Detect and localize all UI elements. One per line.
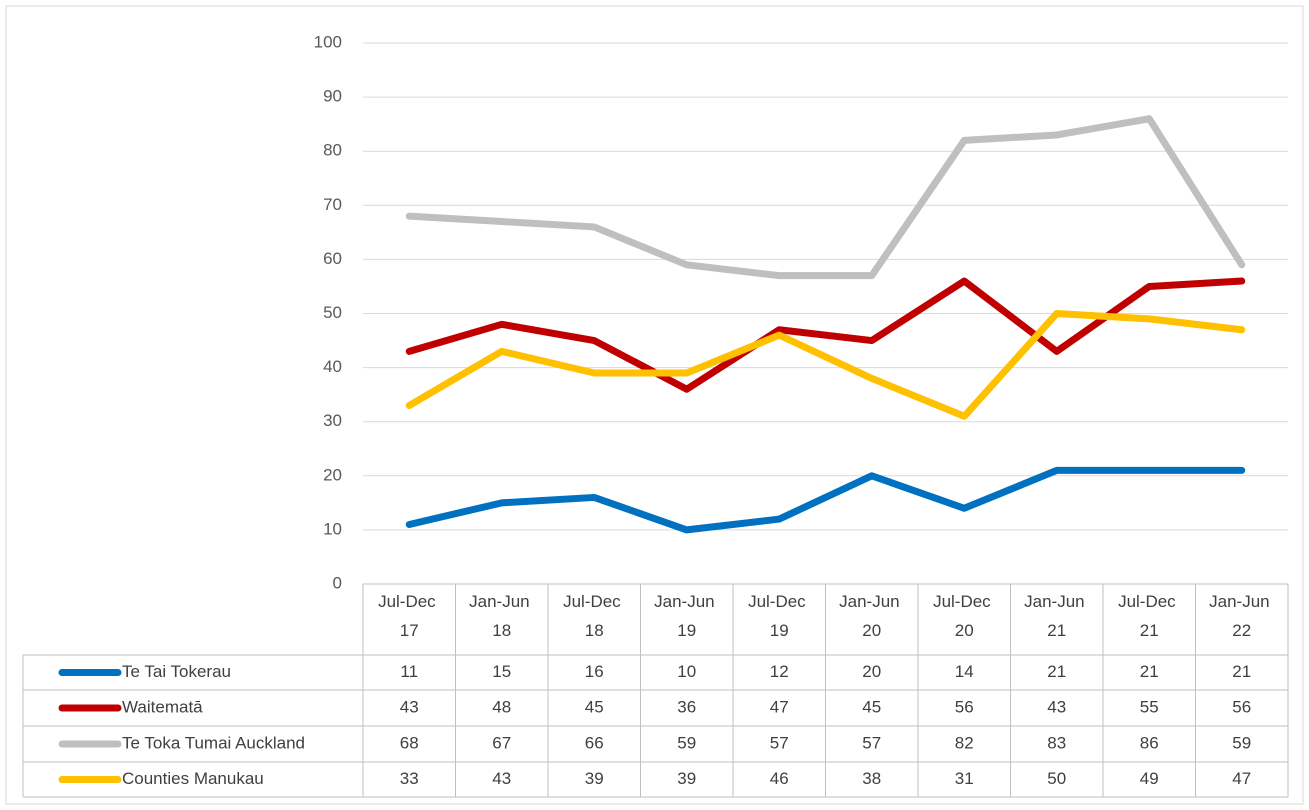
y-tick-label: 100 (314, 32, 342, 51)
table-value: 86 (1140, 733, 1159, 752)
table-value: 47 (1232, 769, 1251, 788)
y-tick-label: 20 (323, 465, 342, 484)
legend-label: Te Tai Tokerau (122, 662, 231, 681)
table-value: 31 (955, 769, 974, 788)
series-line (405, 310, 1246, 420)
table-value: 39 (585, 769, 604, 788)
table-value: 43 (400, 697, 419, 716)
table-value: 49 (1140, 769, 1159, 788)
table-value: 57 (770, 733, 789, 752)
x-tick-label: Jul-Dec 19 (748, 592, 810, 640)
y-tick-label: 90 (323, 87, 342, 106)
table-value: 16 (585, 662, 604, 681)
x-tick-label: Jan-Jun 18 (469, 592, 534, 640)
table-value: 68 (400, 733, 419, 752)
series-line (405, 115, 1246, 280)
table-value: 33 (400, 769, 419, 788)
table-value: 21 (1140, 662, 1159, 681)
x-tick-label: Jul-Dec 21 (1118, 592, 1180, 640)
table-value: 20 (862, 662, 881, 681)
table-value: 38 (862, 769, 881, 788)
x-tick-label: Jan-Jun 19 (654, 592, 719, 640)
table-value: 57 (862, 733, 881, 752)
legend-label: Waitematā (122, 697, 203, 716)
y-tick-label: 10 (323, 519, 342, 538)
table-value: 83 (1047, 733, 1066, 752)
y-tick-label: 40 (323, 357, 342, 376)
y-tick-label: 50 (323, 303, 342, 322)
y-tick-label: 0 (333, 573, 342, 592)
table-value: 59 (677, 733, 696, 752)
table-value: 10 (677, 662, 696, 681)
table-value: 56 (1232, 697, 1251, 716)
x-tick-label: Jul-Dec 18 (563, 592, 625, 640)
series-line (405, 466, 1246, 534)
table-value: 47 (770, 697, 789, 716)
y-tick-label: 60 (323, 249, 342, 268)
table-value: 67 (492, 733, 511, 752)
table-value: 43 (1047, 697, 1066, 716)
table-value: 46 (770, 769, 789, 788)
x-tick-label: Jan-Jun 22 (1209, 592, 1274, 640)
table-value: 21 (1047, 662, 1066, 681)
legend-label: Counties Manukau (122, 769, 264, 788)
table-value: 15 (492, 662, 511, 681)
x-tick-label: Jan-Jun 20 (839, 592, 904, 640)
y-tick-label: 70 (323, 195, 342, 214)
y-tick-label: 80 (323, 141, 342, 160)
chart-border (5, 5, 1304, 805)
y-tick-label: 30 (323, 411, 342, 430)
x-tick-label: Jan-Jun 21 (1024, 592, 1089, 640)
table-value: 56 (955, 697, 974, 716)
table-value: 59 (1232, 733, 1251, 752)
legend-label: Te Toka Tumai Auckland (122, 733, 305, 752)
table-value: 11 (400, 662, 418, 681)
x-tick-label: Jul-Dec 20 (933, 592, 995, 640)
table-value: 82 (955, 733, 974, 752)
table-value: 14 (955, 662, 974, 681)
table-value: 45 (585, 697, 604, 716)
table-value: 50 (1047, 769, 1066, 788)
table-value: 43 (492, 769, 511, 788)
table-value: 36 (677, 697, 696, 716)
table-value: 39 (677, 769, 696, 788)
table-value: 48 (492, 697, 511, 716)
table-value: 21 (1232, 662, 1251, 681)
table-value: 66 (585, 733, 604, 752)
table-value: 45 (862, 697, 881, 716)
x-tick-label: Jul-Dec 17 (378, 592, 440, 640)
table-value: 55 (1140, 697, 1159, 716)
table-value: 12 (770, 662, 789, 681)
